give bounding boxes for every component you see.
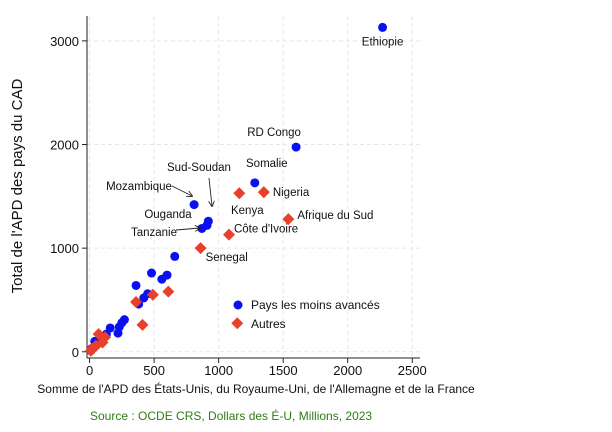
point-other-4 (194, 242, 207, 255)
annotation-label-0: Ethiopie (362, 36, 404, 48)
x-tick-label-2: 1000 (204, 363, 233, 378)
point-other-8 (136, 318, 149, 331)
point-ldc-3 (189, 200, 199, 210)
point-ldc-0 (378, 22, 388, 32)
annotation-label-3: Nigeria (273, 187, 310, 199)
y-tick-label-1: 1000 (50, 241, 79, 256)
legend-label-other: Autres (251, 317, 286, 331)
y-axis-title: Total de l'APD des pays du CAD (9, 79, 26, 294)
y-tick-label-2: 2000 (50, 138, 79, 153)
x-tick-label-3: 1500 (269, 363, 298, 378)
annotation-label-2: Somalie (246, 158, 288, 170)
point-ldc-7 (170, 251, 180, 261)
y-ticks: 0 1000 2000 3000 (50, 34, 87, 360)
legend-label-ldc: Pays les moins avancés (251, 298, 380, 312)
point-ldc-12 (139, 293, 149, 303)
x-tick-label-4: 2000 (333, 363, 362, 378)
point-ldc-18 (113, 328, 123, 338)
legend: Pays les moins avancés Autres (231, 298, 380, 331)
point-other-0 (257, 186, 270, 199)
x-tick-label-0: 0 (86, 363, 93, 378)
annotation-arrow-9 (171, 185, 192, 196)
annotation-arrow-8 (209, 177, 212, 206)
y-tick-label-0: 0 (72, 345, 79, 360)
gridlines (87, 16, 420, 358)
annotation-label-1: RD Congo (247, 127, 301, 139)
source-note: Source : OCDE CRS, Dollars des É-U, Mill… (90, 408, 372, 423)
x-axis-title: Somme de l'APD des États-Unis, du Royaum… (37, 381, 475, 396)
annotation-label-8: Sud-Soudan (167, 162, 231, 174)
annotation-label-5: Afrique du Sud (297, 210, 373, 222)
annotation-label-9: Mozambique (106, 181, 172, 193)
annotation-label-11: Tanzanie (131, 227, 177, 239)
point-other-3 (222, 228, 235, 241)
point-ldc-9 (157, 274, 167, 284)
point-ldc-1 (291, 142, 301, 152)
x-tick-label-5: 2500 (398, 363, 427, 378)
legend-marker-ldc (233, 300, 243, 310)
point-ldc-2 (250, 178, 260, 188)
y-tick-label-3: 3000 (50, 34, 79, 49)
point-ldc-13 (131, 280, 141, 290)
x-ticks: 0 500 1000 1500 2000 2500 (86, 358, 427, 378)
annotation-label-10: Ouganda (144, 209, 192, 221)
annotation-label-6: Côte d'Ivoire (234, 224, 298, 236)
x-tick-label-1: 500 (143, 363, 165, 378)
point-ldc-10 (147, 268, 157, 278)
annotation-arrow-11 (175, 228, 200, 230)
point-other-1 (233, 187, 246, 200)
annotations: Ethiopie RD Congo Somalie Nigeria Kenya Afriq… (106, 36, 403, 264)
legend-marker-other (231, 317, 244, 330)
annotation-label-7: Senegal (206, 252, 248, 264)
annotation-label-4: Kenya (231, 205, 264, 217)
point-other-5 (162, 285, 175, 298)
